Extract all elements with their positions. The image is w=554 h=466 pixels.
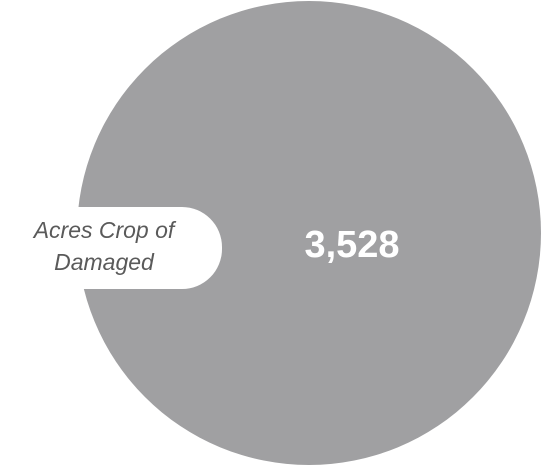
data-value-label: 3,528 (304, 224, 400, 266)
category-label-line-2: Damaged (54, 249, 154, 275)
category-label: Acres Crop of Damaged (6, 214, 202, 278)
category-label-background (0, 207, 222, 289)
category-label-line-1: Acres Crop of (33, 217, 175, 243)
